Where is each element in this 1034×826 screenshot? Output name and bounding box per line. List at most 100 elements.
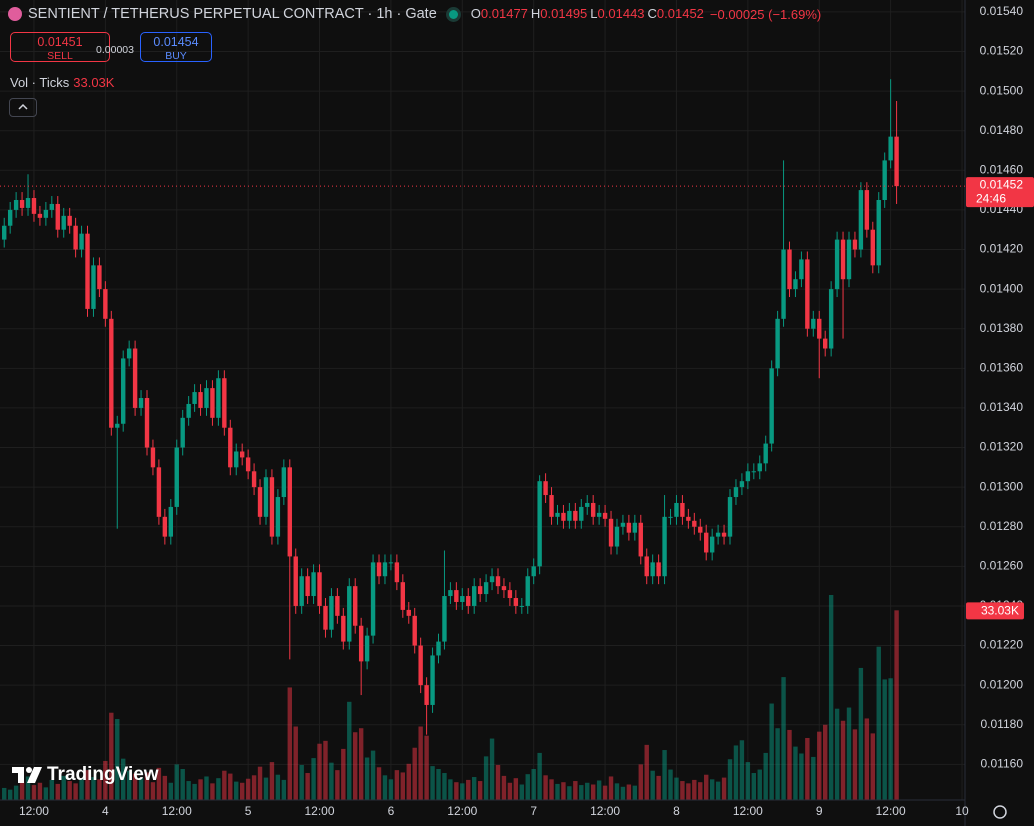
candle-body xyxy=(2,225,7,240)
candle-body xyxy=(37,213,43,218)
volume-bar xyxy=(579,785,584,800)
x-tick-label: 12:00 xyxy=(590,804,620,818)
candle-body xyxy=(144,398,150,448)
volume-bar xyxy=(293,726,298,800)
volume-legend: Vol · Ticks 33.03K xyxy=(10,75,114,90)
candle-body xyxy=(489,576,495,583)
volume-bar xyxy=(483,756,489,800)
candle-body xyxy=(543,481,548,496)
volume-bar xyxy=(222,770,227,800)
symbol-icon xyxy=(8,7,22,21)
buy-button[interactable]: 0.01454 BUY xyxy=(140,32,212,62)
candle-body xyxy=(79,233,84,250)
volume-bar xyxy=(281,779,287,800)
volume-bar xyxy=(234,781,239,800)
candle-body xyxy=(287,467,292,557)
volume-bar xyxy=(186,781,191,800)
volume-bar xyxy=(531,768,536,800)
settings-icon[interactable] xyxy=(993,805,1007,819)
x-tick-label: 4 xyxy=(102,804,109,818)
volume-bar xyxy=(698,782,703,800)
volume-bar xyxy=(775,728,780,800)
grid xyxy=(0,0,965,800)
volume-bar xyxy=(132,773,138,800)
x-tick-label: 12:00 xyxy=(19,804,49,818)
candle-body xyxy=(156,467,162,517)
y-tick-label: 0.01460 xyxy=(980,162,1024,176)
candle-body xyxy=(382,562,388,577)
volume-bar xyxy=(103,760,108,800)
legend-key: H xyxy=(530,6,541,21)
volume-bar xyxy=(828,595,834,800)
candle-body xyxy=(507,590,513,599)
candle-body xyxy=(269,477,275,537)
candle-body xyxy=(299,576,304,606)
volume-bar xyxy=(121,758,126,800)
candle-body xyxy=(751,471,757,473)
volume-bar xyxy=(257,766,263,800)
volume-bar xyxy=(567,786,572,800)
candle-body xyxy=(834,239,840,290)
volume-bar xyxy=(162,775,168,800)
volume-bar xyxy=(668,769,673,800)
volume-bar xyxy=(489,738,495,800)
sell-button[interactable]: 0.01451 SELL xyxy=(10,32,110,62)
candle-body xyxy=(692,520,697,527)
candle-body xyxy=(394,562,400,583)
candle-body xyxy=(275,497,281,537)
volume-bar xyxy=(323,740,328,800)
volume-bar xyxy=(882,679,887,800)
volume-bar xyxy=(585,782,590,800)
volume-bar xyxy=(751,773,757,800)
volume-bar xyxy=(43,787,49,800)
candle-body xyxy=(180,417,185,448)
volume-bar xyxy=(513,778,519,800)
candle-body xyxy=(376,562,382,577)
volume-bar xyxy=(602,785,608,800)
y-tick-label: 0.01520 xyxy=(980,44,1024,58)
volume-bar xyxy=(781,677,786,800)
volume-bar xyxy=(858,667,864,800)
candle-body xyxy=(555,512,560,517)
volume-bar xyxy=(448,779,453,800)
volume-bar xyxy=(704,774,709,800)
volume-bar xyxy=(840,720,846,800)
candle-body xyxy=(370,562,376,636)
candle-body xyxy=(531,566,536,577)
legend-value: 0.01443 xyxy=(597,6,645,21)
volume-bar xyxy=(192,783,197,800)
candle-body xyxy=(138,398,144,408)
candle-body xyxy=(793,279,798,290)
volume-bar xyxy=(239,782,245,800)
candle-body xyxy=(602,512,608,519)
volume-bar xyxy=(817,731,822,800)
y-tick-label: 0.01320 xyxy=(980,440,1024,454)
volume-bar xyxy=(590,784,596,800)
volume-value-box xyxy=(966,602,1024,620)
candle-body xyxy=(85,233,90,309)
collapse-button[interactable] xyxy=(9,98,37,117)
volume-bar xyxy=(822,724,828,800)
candle-body xyxy=(674,502,679,517)
volume-bar xyxy=(109,712,114,800)
candle-body xyxy=(442,596,447,642)
candle-body xyxy=(567,510,572,521)
volume-bar xyxy=(501,775,507,800)
candle-body xyxy=(739,481,745,488)
candle-body xyxy=(698,526,703,533)
candle-body xyxy=(103,289,108,319)
volume-bar xyxy=(805,737,810,800)
volume-bar xyxy=(674,777,679,800)
volume-bar xyxy=(168,782,173,800)
volume-bar xyxy=(436,768,441,800)
candle-body xyxy=(234,451,239,468)
volume-value-label: 33.03K xyxy=(981,604,1019,618)
volume-bar xyxy=(7,789,13,800)
candle-body xyxy=(168,506,173,537)
volume-bar xyxy=(275,774,281,800)
volume-legend-value: 33.03K xyxy=(73,75,115,90)
candle-body xyxy=(323,605,328,630)
candle-body xyxy=(894,136,899,187)
candle-body xyxy=(400,582,406,610)
candle-body xyxy=(882,160,887,200)
